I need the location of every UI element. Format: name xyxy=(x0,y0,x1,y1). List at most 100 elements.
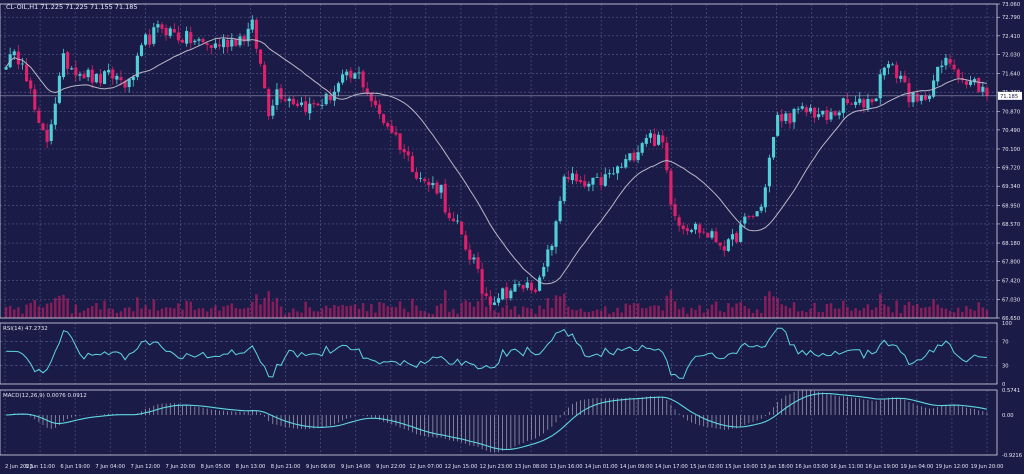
candle-body xyxy=(702,231,706,233)
candle-body xyxy=(193,40,197,43)
volume-bar xyxy=(571,309,574,318)
volume-bar xyxy=(837,308,841,318)
time-tick-label: 9 Jun 22:00 xyxy=(376,464,406,470)
candle-body xyxy=(579,180,583,183)
volume-bar xyxy=(768,291,771,318)
candle-body xyxy=(533,289,538,292)
candle-body xyxy=(12,51,16,56)
candle-body xyxy=(435,182,439,194)
candle-body xyxy=(476,257,480,269)
volume-bar xyxy=(866,304,870,318)
volume-bar xyxy=(706,309,710,318)
volume-bar xyxy=(534,313,537,318)
candle-body xyxy=(160,24,164,29)
candle-body xyxy=(587,183,591,187)
candle-body xyxy=(521,284,525,289)
candle-body xyxy=(201,39,205,43)
candle-body xyxy=(78,74,82,76)
volume-bar xyxy=(91,306,94,318)
volume-bar xyxy=(411,298,414,318)
candle-body xyxy=(345,71,349,76)
volume-bar xyxy=(640,308,644,318)
volume-bar xyxy=(324,305,328,318)
volume-bar xyxy=(189,301,192,318)
volume-bar xyxy=(928,306,931,318)
volume-bar xyxy=(821,312,825,318)
time-tick-label: 12 Jun 07:00 xyxy=(409,464,442,470)
candle-body xyxy=(862,99,866,108)
volume-bar xyxy=(727,303,730,318)
volume-bar xyxy=(883,304,886,318)
volume-bar xyxy=(148,309,151,318)
volume-bar xyxy=(45,303,49,318)
candle-body xyxy=(845,98,849,104)
candle-body xyxy=(730,234,735,240)
candle-body xyxy=(915,93,919,102)
volume-bar xyxy=(427,313,431,318)
price-tick-label: 66.650 xyxy=(1002,316,1020,322)
candle-body xyxy=(361,71,365,88)
candle-body xyxy=(841,98,845,113)
rsi-panel-frame xyxy=(0,322,998,385)
time-tick-label: 16 Jun 11:00 xyxy=(830,464,863,470)
candle-body xyxy=(57,75,61,103)
candle-body xyxy=(189,32,193,44)
candle-body xyxy=(123,80,127,88)
time-tick-label: 12 Jun 15:00 xyxy=(444,464,477,470)
candle-body xyxy=(771,136,776,158)
volume-bar xyxy=(353,304,357,318)
time-tick-label: 13 Jun 08:00 xyxy=(515,464,548,470)
macd-signal-line xyxy=(6,392,988,451)
candle-body xyxy=(197,39,201,41)
volume-bar xyxy=(521,306,525,318)
candle-body xyxy=(164,28,168,36)
candle-body xyxy=(722,246,726,251)
volume-bar xyxy=(842,300,845,318)
candle-body xyxy=(640,143,644,153)
candle-body xyxy=(854,101,858,105)
time-tick-label: 19 Jun 20:00 xyxy=(971,464,1004,470)
candle-body xyxy=(168,28,172,36)
candle-body xyxy=(685,228,689,232)
volume-bar xyxy=(509,309,513,318)
volume-bar xyxy=(304,301,307,318)
volume-bar xyxy=(448,311,451,318)
candle-body xyxy=(20,63,25,65)
time-tick-label: 7 Jun 20:00 xyxy=(166,464,196,470)
candle-body xyxy=(743,216,747,224)
candle-body xyxy=(205,43,209,45)
volume-bar xyxy=(279,306,283,318)
candle-body xyxy=(636,152,640,161)
time-tick-label: 2 Jun 2023 xyxy=(5,464,33,470)
volume-bar xyxy=(645,308,648,318)
volume-bar xyxy=(772,296,775,318)
volume-bar xyxy=(677,309,681,318)
moving-average-line xyxy=(5,37,987,285)
candle-body xyxy=(357,72,361,74)
volume-bar xyxy=(550,307,554,318)
candle-body xyxy=(447,212,451,219)
volume-bar xyxy=(349,305,353,318)
volume-bar xyxy=(333,305,336,318)
volume-bar xyxy=(86,307,90,318)
candle-body xyxy=(973,79,977,83)
volume-bar xyxy=(686,313,689,318)
volume-bar xyxy=(394,307,398,318)
candle-body xyxy=(53,103,57,125)
volume-bar xyxy=(554,295,558,318)
volume-bar xyxy=(361,303,365,318)
volume-bar xyxy=(33,299,37,318)
candle-body xyxy=(796,108,800,110)
price-tick-label: 70.100 xyxy=(1002,147,1020,153)
candle-body xyxy=(291,98,295,105)
candle-body xyxy=(890,64,895,66)
volume-bar xyxy=(452,309,455,318)
volume-bar xyxy=(764,296,767,318)
candle-body xyxy=(33,89,37,110)
candle-body xyxy=(226,39,230,48)
candle-body xyxy=(230,39,234,47)
volume-bar xyxy=(4,307,8,318)
frames-layer xyxy=(0,3,998,456)
candle-body xyxy=(693,223,698,230)
